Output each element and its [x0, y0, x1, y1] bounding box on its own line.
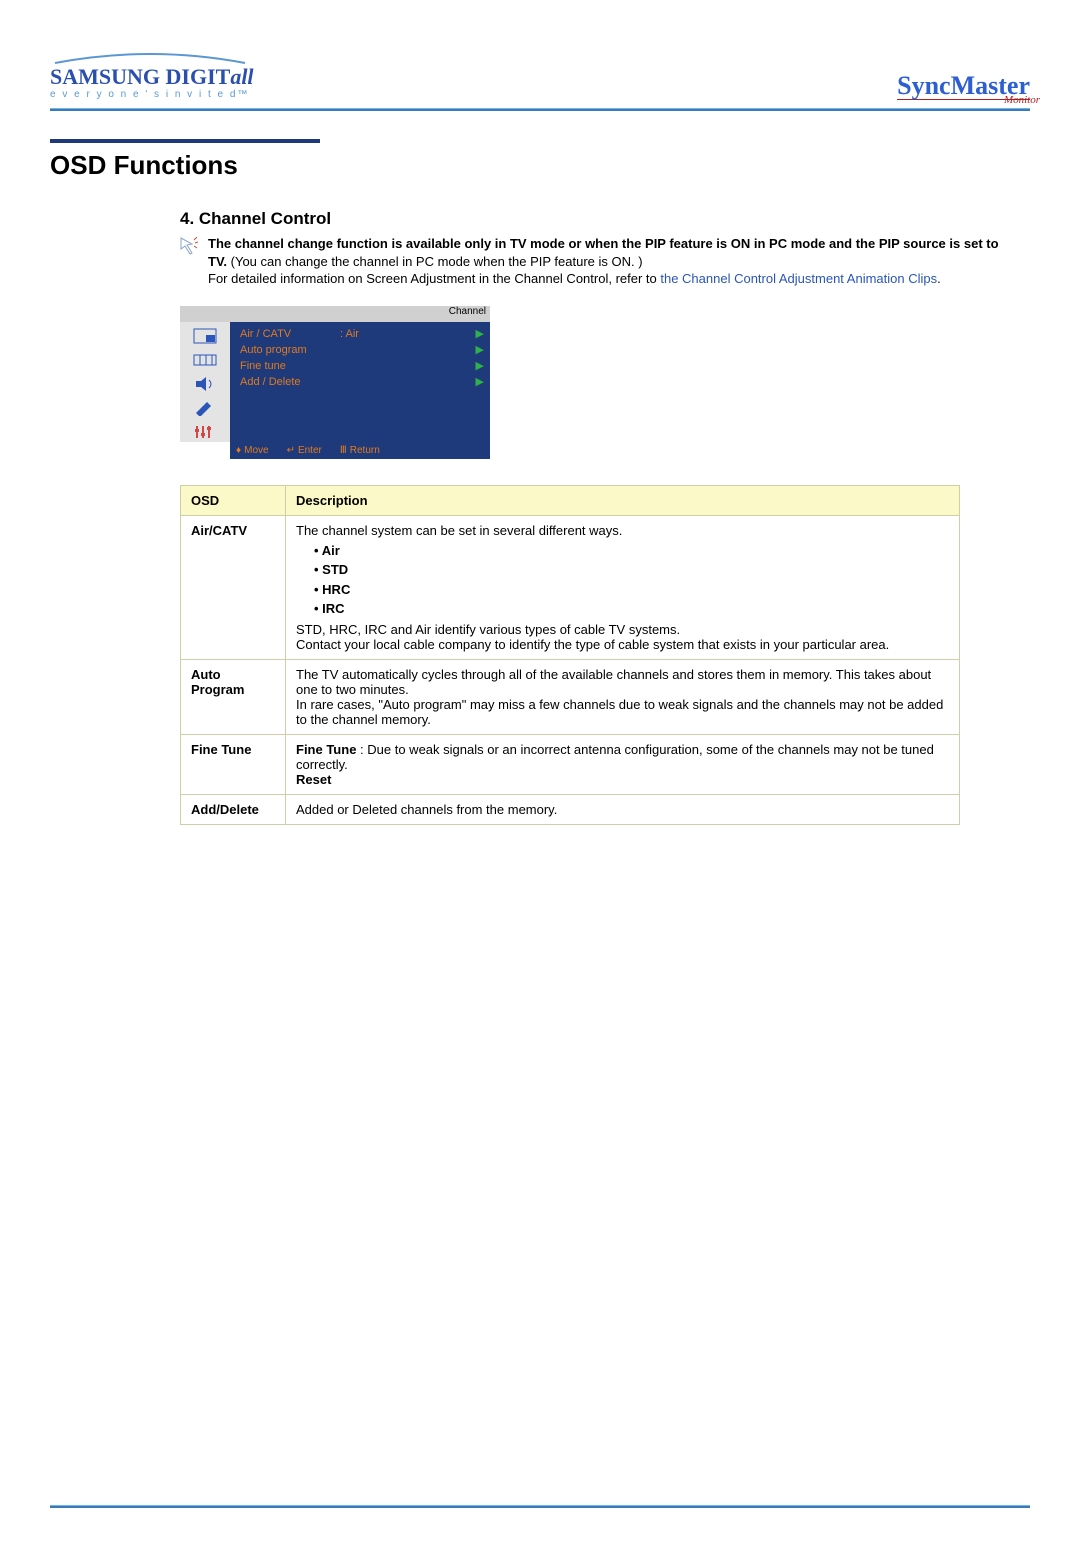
top-rule	[50, 108, 1030, 111]
brand-logo-right: SyncMaster Monitor	[897, 71, 1030, 100]
osd-main: Air / CATV: Air▶ Auto program▶ Fine tune…	[230, 322, 490, 442]
chevron-right-icon: ▶	[476, 327, 484, 340]
osd-name: Add/Delete	[181, 794, 286, 824]
brand-logo-left: SAMSUNG DIGITall e v e r y o n e ' s i n…	[50, 50, 254, 100]
sliders-icon	[190, 422, 220, 442]
swoosh-icon	[50, 50, 250, 65]
table-row: Air/CATV The channel system can be set i…	[181, 515, 960, 659]
enter-hint: ↵ Enter	[287, 445, 322, 456]
move-hint: ♦ Move	[236, 445, 269, 456]
table-row: Auto Program The TV automatically cycles…	[181, 659, 960, 734]
osd-row: Air / CATV: Air▶	[240, 326, 484, 342]
col-osd: OSD	[181, 485, 286, 515]
osd-desc: The channel system can be set in several…	[286, 515, 960, 659]
title-overline	[50, 139, 320, 143]
osd-row: Fine tune▶	[240, 358, 484, 374]
table-row: Fine Tune Fine Tune : Due to weak signal…	[181, 734, 960, 794]
table-header-row: OSD Description	[181, 485, 960, 515]
osd-desc: Added or Deleted channels from the memor…	[286, 794, 960, 824]
brand-main: SAMSUNG DIGIT	[50, 64, 230, 89]
osd-name: Air/CATV	[181, 515, 286, 659]
arrow-icon	[180, 237, 198, 255]
osd-desc: Fine Tune : Due to weak signals or an in…	[286, 734, 960, 794]
brand-tagline: e v e r y o n e ' s i n v i t e d™	[50, 89, 254, 100]
speaker-icon	[190, 374, 220, 394]
osd-row: Add / Delete▶	[240, 374, 484, 390]
osd-row: Auto program▶	[240, 342, 484, 358]
chevron-right-icon: ▶	[476, 375, 484, 388]
page-title-block: OSD Functions	[50, 139, 1030, 181]
list-item: HRC	[314, 580, 949, 600]
page-title: OSD Functions	[50, 150, 1030, 181]
intro-plain2: For detailed information on Screen Adjus…	[208, 271, 660, 286]
intro-plain3: .	[937, 271, 941, 286]
osd-name: Auto Program	[181, 659, 286, 734]
return-hint: Ⅲ Return	[340, 445, 380, 456]
chevron-right-icon: ▶	[476, 343, 484, 356]
list-item: IRC	[314, 599, 949, 619]
intro-link[interactable]: the Channel Control Adjustment Animation…	[660, 271, 937, 286]
col-description: Description	[286, 485, 960, 515]
chevron-right-icon: ▶	[476, 359, 484, 372]
description-table: OSD Description Air/CATV The channel sys…	[180, 485, 960, 825]
header: SAMSUNG DIGITall e v e r y o n e ' s i n…	[50, 40, 1030, 100]
grid-icon	[190, 350, 220, 370]
osd-titlebar: Channel	[180, 306, 490, 322]
syncmaster-sub: Monitor	[1004, 94, 1040, 106]
list-item: Air	[314, 541, 949, 561]
pip-icon	[190, 326, 220, 346]
osd-sidebar	[180, 322, 230, 442]
bullet-list: Air STD HRC IRC	[296, 541, 949, 619]
bottom-rule	[50, 1505, 1030, 1508]
osd-footer: ♦ Move ↵ Enter Ⅲ Return	[230, 442, 490, 459]
osd-title: Channel	[230, 306, 490, 322]
intro-plain1: (You can change the channel in PC mode w…	[227, 254, 643, 269]
osd-panel: Channel Air / CATV: Air▶ Auto program▶ F…	[180, 306, 490, 459]
osd-name: Fine Tune	[181, 734, 286, 794]
osd-desc: The TV automatically cycles through all …	[286, 659, 960, 734]
intro-row: The channel change function is available…	[180, 235, 1000, 288]
section-heading: 4. Channel Control	[180, 209, 1030, 229]
tool-icon	[190, 398, 220, 418]
list-item: STD	[314, 560, 949, 580]
intro-text: The channel change function is available…	[208, 235, 1000, 288]
brand-ital: all	[230, 64, 253, 89]
table-row: Add/Delete Added or Deleted channels fro…	[181, 794, 960, 824]
